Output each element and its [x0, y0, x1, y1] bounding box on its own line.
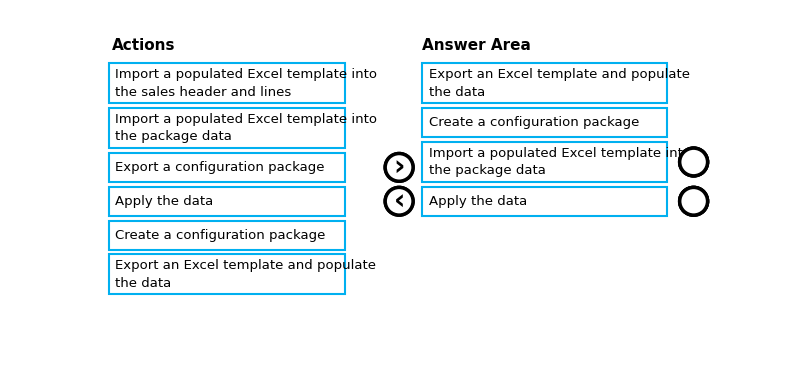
Circle shape — [679, 148, 708, 176]
Circle shape — [385, 154, 413, 181]
Circle shape — [679, 148, 708, 176]
Text: ‹: ‹ — [393, 187, 405, 215]
FancyBboxPatch shape — [422, 63, 667, 104]
Text: ›: › — [688, 187, 700, 215]
Text: ∧: ∧ — [687, 153, 701, 171]
Text: Apply the data: Apply the data — [115, 195, 214, 208]
Text: Export a configuration package: Export a configuration package — [115, 161, 325, 174]
Text: Actions: Actions — [111, 38, 175, 53]
FancyBboxPatch shape — [109, 63, 345, 104]
Text: ›: › — [393, 154, 405, 181]
FancyBboxPatch shape — [109, 255, 345, 295]
Text: Export an Excel template and populate
the data: Export an Excel template and populate th… — [115, 259, 376, 290]
FancyBboxPatch shape — [422, 108, 667, 137]
FancyBboxPatch shape — [109, 108, 345, 148]
Text: Create a configuration package: Create a configuration package — [430, 116, 640, 129]
Text: ∨: ∨ — [687, 192, 701, 210]
Circle shape — [679, 187, 708, 215]
Text: Answer Area: Answer Area — [422, 38, 531, 53]
FancyBboxPatch shape — [109, 153, 345, 182]
Circle shape — [385, 154, 413, 181]
Circle shape — [385, 187, 413, 215]
Circle shape — [679, 148, 708, 176]
Text: Import a populated Excel template into
the package data: Import a populated Excel template into t… — [430, 147, 692, 177]
Text: Export an Excel template and populate
the data: Export an Excel template and populate th… — [430, 68, 691, 99]
Circle shape — [679, 187, 708, 215]
Text: Import a populated Excel template into
the package data: Import a populated Excel template into t… — [115, 113, 377, 143]
FancyBboxPatch shape — [422, 187, 667, 216]
Text: Import a populated Excel template into
the sales header and lines: Import a populated Excel template into t… — [115, 68, 377, 99]
Text: Apply the data: Apply the data — [430, 195, 528, 208]
Text: ›: › — [393, 154, 405, 181]
Circle shape — [679, 187, 708, 215]
FancyBboxPatch shape — [109, 187, 345, 216]
Text: Create a configuration package: Create a configuration package — [115, 229, 326, 242]
FancyBboxPatch shape — [422, 142, 667, 182]
FancyBboxPatch shape — [109, 221, 345, 250]
Text: ‹: ‹ — [688, 148, 700, 176]
Text: ‹: ‹ — [393, 187, 405, 215]
Circle shape — [385, 187, 413, 215]
